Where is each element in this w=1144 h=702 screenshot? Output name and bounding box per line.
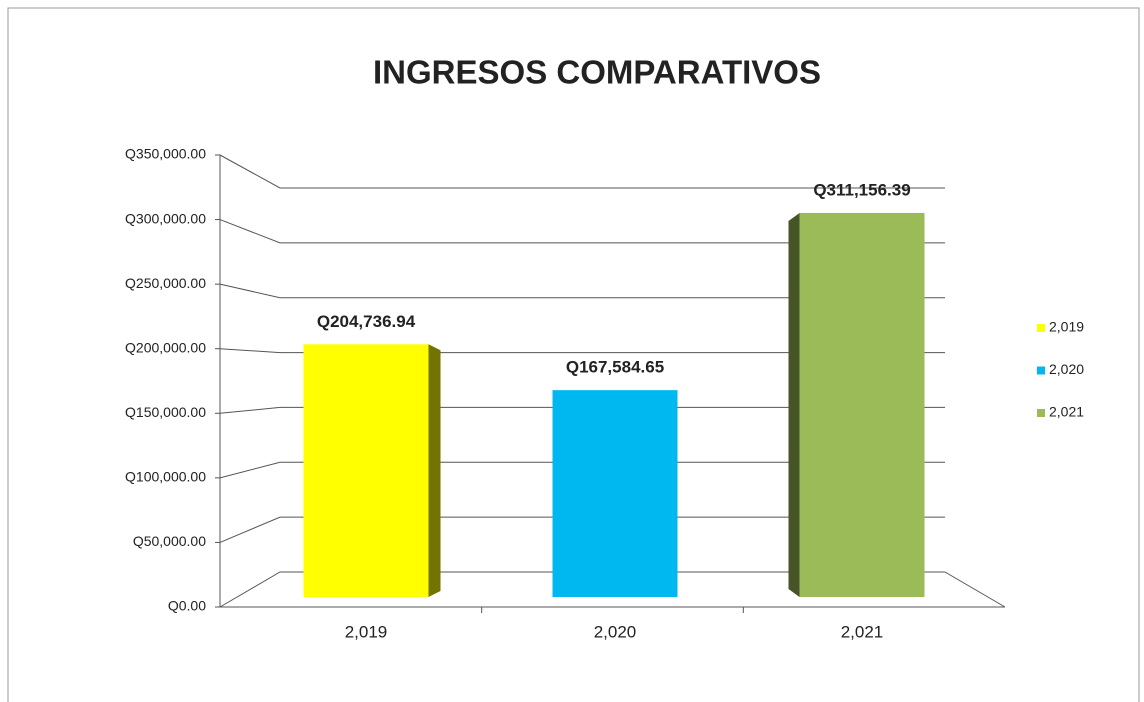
grid-line [219,219,945,244]
x-tick-label: 2,021 [841,622,884,641]
bar [303,344,429,597]
grid-line [219,348,945,354]
grid-line [219,406,945,414]
grid-line [219,516,945,543]
y-tick-label: Q150,000.00 [125,404,206,420]
y-tick-label: Q200,000.00 [125,339,206,355]
grid-line [219,571,945,608]
data-label: Q204,736.94 [317,312,416,331]
y-tick-label: Q300,000.00 [125,210,206,226]
data-label: Q167,584.65 [566,358,664,377]
bar-side [428,344,441,597]
y-tick-label: Q350,000.00 [125,146,206,162]
data-label: Q311,156.39 [813,180,910,199]
chart-title: INGRESOS COMPARATIVOS [373,54,821,91]
legend-swatch [1037,324,1045,332]
floor-edge [944,571,1006,608]
legend-label: 2,020 [1049,361,1084,377]
bar-side [788,212,800,598]
legend-label: 2,021 [1049,404,1084,420]
legend-label: 2,019 [1049,319,1084,335]
grid-line [219,283,945,299]
grid-line [219,461,945,479]
grid-line [219,154,945,189]
bar [552,390,678,597]
x-tick-label: 2,019 [345,622,388,641]
legend-swatch [1037,409,1045,417]
y-tick-label: Q250,000.00 [125,275,206,291]
y-tick-label: Q50,000.00 [133,533,206,549]
y-tick-label: Q0.00 [168,598,206,614]
legend-swatch [1037,366,1045,375]
y-tick-label: Q100,000.00 [125,469,206,485]
x-tick-label: 2,020 [594,622,637,641]
bar [799,212,925,598]
